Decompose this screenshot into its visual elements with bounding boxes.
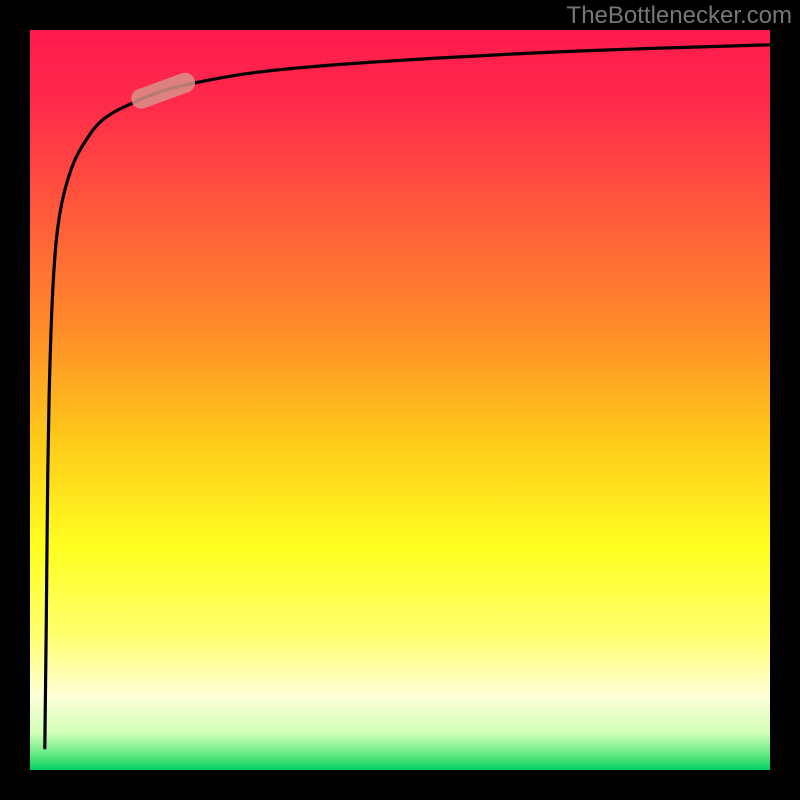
bottleneck-chart: [0, 0, 800, 800]
frame-side-1: [0, 770, 800, 800]
watermark-text: TheBottlenecker.com: [567, 2, 792, 30]
plot-area: [0, 0, 800, 800]
gradient-background: [30, 30, 770, 770]
frame-side-3: [770, 0, 800, 800]
frame-side-2: [0, 0, 30, 800]
chart-container: TheBottlenecker.com: [0, 0, 800, 800]
